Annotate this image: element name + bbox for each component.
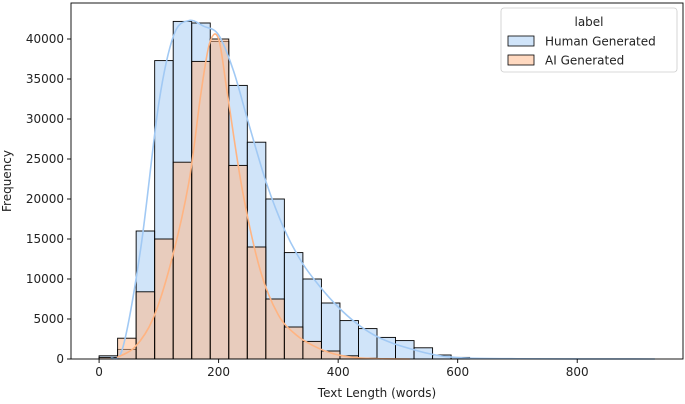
ai-generated-bar — [135, 291, 156, 360]
legend-box — [500, 7, 678, 73]
ai-generated-kde-line — [116, 33, 410, 360]
legend-swatch-ai-generated — [507, 54, 535, 66]
y-axis-label: Frequency — [0, 150, 14, 212]
ai-generated-bars — [98, 38, 378, 360]
x-tick-label: 800 — [566, 365, 589, 379]
ai-generated-bar — [302, 340, 322, 360]
y-tick-label: 5000 — [33, 312, 64, 326]
y-tick-label: 40000 — [26, 32, 64, 46]
legend-label-human-generated: Human Generated — [545, 35, 656, 49]
legend-title: label — [574, 15, 603, 29]
x-tick-label: 600 — [446, 365, 469, 379]
ai-generated-bar — [228, 164, 248, 360]
human-generated-bar — [358, 328, 378, 360]
ai-generated-bar — [172, 161, 193, 360]
x-axis-label: Text Length (words) — [317, 386, 436, 400]
y-axis-ticks: 0 5000 10000 15000 20000 25000 30000 35000 40000 — [26, 32, 71, 366]
y-tick-label: 30000 — [26, 112, 64, 126]
ai-generated-bar — [246, 246, 267, 360]
legend-label-ai-generated: AI Generated — [545, 54, 624, 68]
human-generated-kde-line — [110, 19, 655, 360]
ai-generated-bar — [191, 60, 211, 360]
ai-generated-bar — [154, 238, 174, 360]
x-tick-label: 0 — [95, 365, 103, 379]
y-tick-label: 10000 — [26, 272, 64, 286]
human-generated-bar — [339, 320, 359, 360]
plot-frame — [70, 2, 684, 360]
legend: label Human Generated AI Generated — [500, 7, 678, 73]
kde-curves — [110, 19, 655, 360]
y-tick-label: 25000 — [26, 152, 64, 166]
x-axis-ticks: 0 200 400 600 800 — [95, 359, 589, 379]
y-tick-label: 20000 — [26, 192, 64, 206]
legend-swatch-human-generated — [507, 35, 535, 47]
y-tick-label: 15000 — [26, 232, 64, 246]
x-tick-label: 400 — [327, 365, 350, 379]
y-tick-label: 35000 — [26, 72, 64, 86]
x-tick-label: 200 — [207, 365, 230, 379]
y-tick-label: 0 — [56, 352, 64, 366]
